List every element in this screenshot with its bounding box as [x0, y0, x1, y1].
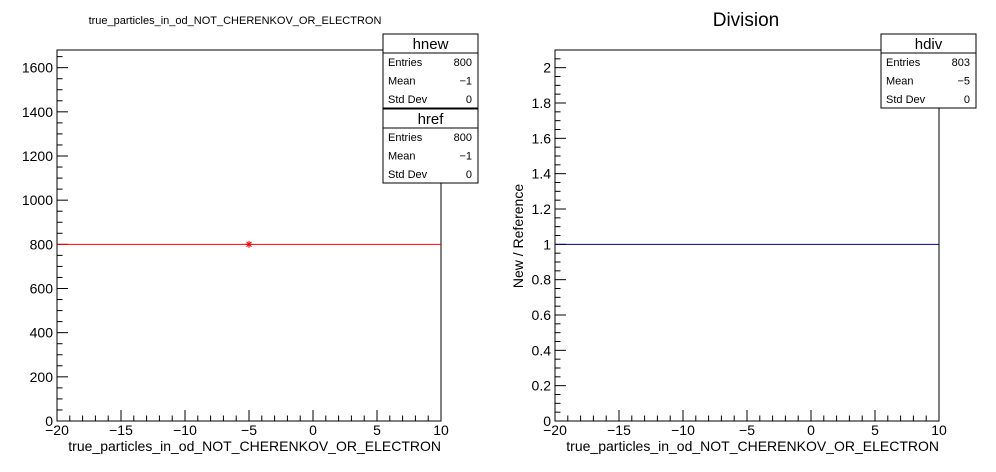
- y-tick-label: 0.4: [532, 342, 552, 358]
- stats-box-href: href Entries 800 Mean −1 Std Dev 0: [382, 108, 479, 184]
- y-tick-label: 200: [30, 369, 54, 385]
- stats-row-value: 800: [454, 57, 472, 69]
- x-axis-label: true_particles_in_od_NOT_CHERENKOV_OR_EL…: [68, 438, 441, 454]
- plot-panel-2: Division−20 −15 −10 −5 0 5 10true_particles_in…: [510, 10, 977, 454]
- stats-row-label: Std Dev: [388, 169, 428, 181]
- stats-box-frame: [382, 108, 479, 184]
- x-tick-label: −5: [241, 422, 257, 438]
- y-tick-label: 0: [45, 413, 53, 429]
- stats-row-value: 803: [952, 57, 970, 69]
- x-tick-label: −10: [671, 422, 695, 438]
- stats-row-value: 800: [454, 132, 472, 144]
- x-tick-label: 0: [807, 422, 815, 438]
- stats-row-label: Entries: [886, 57, 921, 69]
- stats-box-frame: [880, 33, 977, 109]
- x-tick-label: −5: [739, 422, 755, 438]
- y-tick-label: 800: [30, 236, 54, 252]
- y-tick-label: 1600: [22, 60, 53, 76]
- y-tick-label: 0.8: [532, 272, 552, 288]
- stats-row-label: Entries: [388, 57, 423, 69]
- stats-row-label: Mean: [388, 151, 416, 163]
- x-tick-label: −20: [45, 422, 69, 438]
- stats-row-value: −1: [459, 151, 472, 163]
- stats-box-title: hnew: [413, 36, 449, 53]
- stats-row-value: 0: [466, 94, 472, 106]
- stats-box-hnew: hnew Entries 800 Mean −1 Std Dev 0: [382, 33, 479, 109]
- stats-row-value: 0: [964, 94, 970, 106]
- chart-title: Division: [713, 10, 780, 31]
- stats-box-frame: [382, 33, 479, 109]
- x-tick-label: −15: [607, 422, 631, 438]
- y-tick-label: 1: [543, 236, 551, 252]
- y-tick-label: 1.6: [532, 130, 552, 146]
- series-marker-href: [245, 240, 253, 248]
- y-tick-label: 1.2: [532, 201, 552, 217]
- y-axis-label: New / Reference: [510, 184, 526, 288]
- stats-box-title: hdiv: [915, 36, 943, 53]
- x-tick-label: 0: [309, 422, 317, 438]
- x-tick-label: −15: [109, 422, 133, 438]
- y-tick-label: 1400: [22, 104, 53, 120]
- stats-row-label: Mean: [886, 76, 914, 88]
- x-tick-label: 5: [871, 422, 879, 438]
- stats-row-value: −5: [957, 76, 970, 88]
- stats-box-hdiv: hdiv Entries 803 Mean −5 Std Dev 0: [880, 33, 977, 109]
- stats-row-value: 0: [466, 169, 472, 181]
- x-axis-label: true_particles_in_od_NOT_CHERENKOV_OR_EL…: [566, 438, 939, 454]
- chart-title: true_particles_in_od_NOT_CHERENKOV_OR_EL…: [89, 15, 382, 27]
- x-tick-label: −10: [173, 422, 197, 438]
- stats-row-label: Entries: [388, 132, 423, 144]
- stats-box-title: href: [418, 111, 445, 128]
- marker-stroke: [246, 241, 252, 248]
- y-tick-label: 400: [30, 325, 54, 341]
- x-tick-label: −20: [543, 422, 567, 438]
- stats-row-label: Mean: [388, 76, 416, 88]
- y-tick-label: 600: [30, 281, 54, 297]
- x-tick-label: 10: [931, 422, 947, 438]
- plot-panel-1: true_particles_in_od_NOT_CHERENKOV_OR_EL…: [22, 15, 479, 454]
- y-tick-label: 1.8: [532, 95, 552, 111]
- y-tick-label: 1200: [22, 148, 53, 164]
- x-tick-label: 5: [373, 422, 381, 438]
- y-tick-label: 0.6: [532, 307, 552, 323]
- stats-row-value: −1: [459, 76, 472, 88]
- x-tick-label: 10: [433, 422, 449, 438]
- y-tick-label: 1.4: [532, 166, 552, 182]
- y-tick-label: 0.2: [532, 378, 552, 394]
- stats-row-label: Std Dev: [886, 94, 926, 106]
- stats-row-label: Std Dev: [388, 94, 428, 106]
- y-tick-label: 2: [543, 60, 551, 76]
- y-tick-label: 1000: [22, 192, 53, 208]
- y-tick-label: 0: [543, 413, 551, 429]
